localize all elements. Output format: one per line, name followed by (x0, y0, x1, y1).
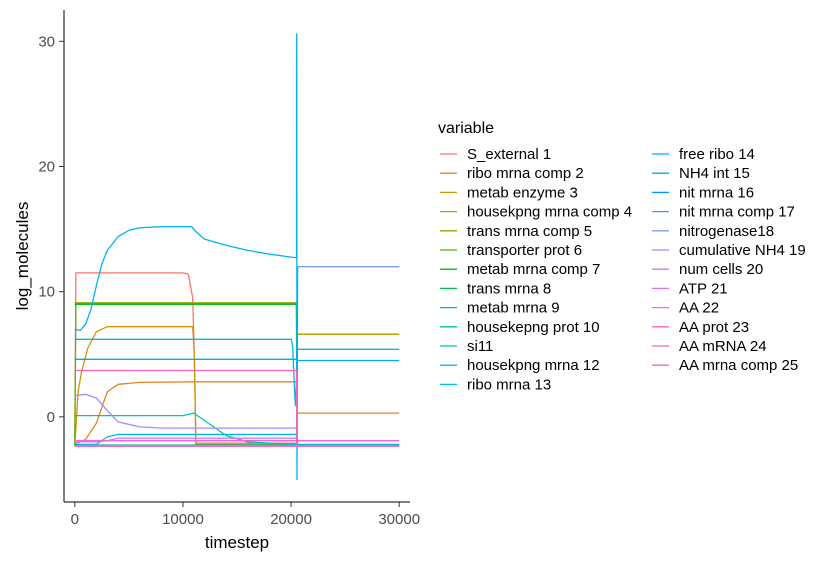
legend: variable S_external 1 ribo mrna comp 2 met… (438, 120, 806, 393)
legend-label-18: nitrogenase18 (679, 223, 774, 240)
x-ticks: 0 10000 20000 30000 (71, 502, 420, 528)
y-axis-title: log_molecules (13, 202, 32, 311)
y-ticks: 0 10 20 30 (38, 33, 64, 426)
series-line-19 (74, 393, 297, 429)
series-line-14 (74, 33, 400, 481)
legend-label-20: num cells 20 (679, 261, 763, 278)
y-tick-label: 20 (38, 158, 55, 175)
legend-label-8: trans mrna 8 (467, 280, 551, 297)
series-line-13 (74, 338, 400, 407)
plot-panel (74, 33, 400, 481)
legend-label-23: AA prot 23 (679, 319, 749, 336)
series-line-6 (74, 303, 400, 447)
series-line-5 (74, 302, 400, 447)
legend-label-24: AA mRNA 24 (679, 338, 767, 355)
legend-label-17: nit mrna comp 17 (679, 204, 795, 221)
legend-label-19: cumulative NH4 19 (679, 242, 806, 259)
legend-label-15: NH4 int 15 (679, 165, 750, 182)
x-tick-label: 0 (71, 511, 79, 528)
legend-label-14: free ribo 14 (679, 146, 755, 163)
y-axis: 0 10 20 30 log_molecules (13, 10, 65, 502)
legend-label-11: si11 (467, 338, 493, 355)
y-tick-label: 10 (38, 284, 55, 301)
series-line-15 (74, 358, 400, 362)
x-tick-label: 10000 (162, 511, 204, 528)
legend-label-12: housekpng mrna 12 (467, 357, 600, 374)
legend-label-4: housekpng mrna comp 4 (467, 204, 632, 221)
series-line-4 (74, 302, 400, 335)
y-tick-label: 30 (38, 33, 55, 50)
legend-label-16: nit mrna 16 (679, 184, 754, 201)
legend-label-10: housekepng prot 10 (467, 319, 600, 336)
legend-label-5: trans mrna comp 5 (467, 223, 592, 240)
legend-title: variable (438, 120, 494, 137)
x-axis: 0 10000 20000 30000 timestep (64, 501, 420, 552)
x-tick-label: 20000 (270, 511, 312, 528)
x-axis-title: timestep (205, 533, 269, 552)
legend-items: S_external 1 ribo mrna comp 2 metab enzyme… (440, 146, 806, 393)
legend-label-13: ribo mrna 13 (467, 376, 551, 393)
legend-label-22: AA 22 (679, 300, 719, 317)
legend-label-3: metab enzyme 3 (467, 184, 578, 201)
series-line-7 (74, 303, 400, 447)
legend-label-2: ribo mrna comp 2 (467, 165, 584, 182)
legend-label-6: transporter prot 6 (467, 242, 582, 259)
legend-label-9: metab mrna 9 (467, 300, 560, 317)
series-line-11 (74, 412, 400, 446)
legend-label-1: S_external 1 (467, 146, 551, 163)
legend-label-25: AA mrna comp 25 (679, 357, 798, 374)
y-tick-label: 0 (47, 409, 55, 426)
legend-label-7: metab mrna comp 7 (467, 261, 600, 278)
legend-label-21: ATP 21 (679, 280, 728, 297)
x-tick-label: 30000 (378, 511, 420, 528)
